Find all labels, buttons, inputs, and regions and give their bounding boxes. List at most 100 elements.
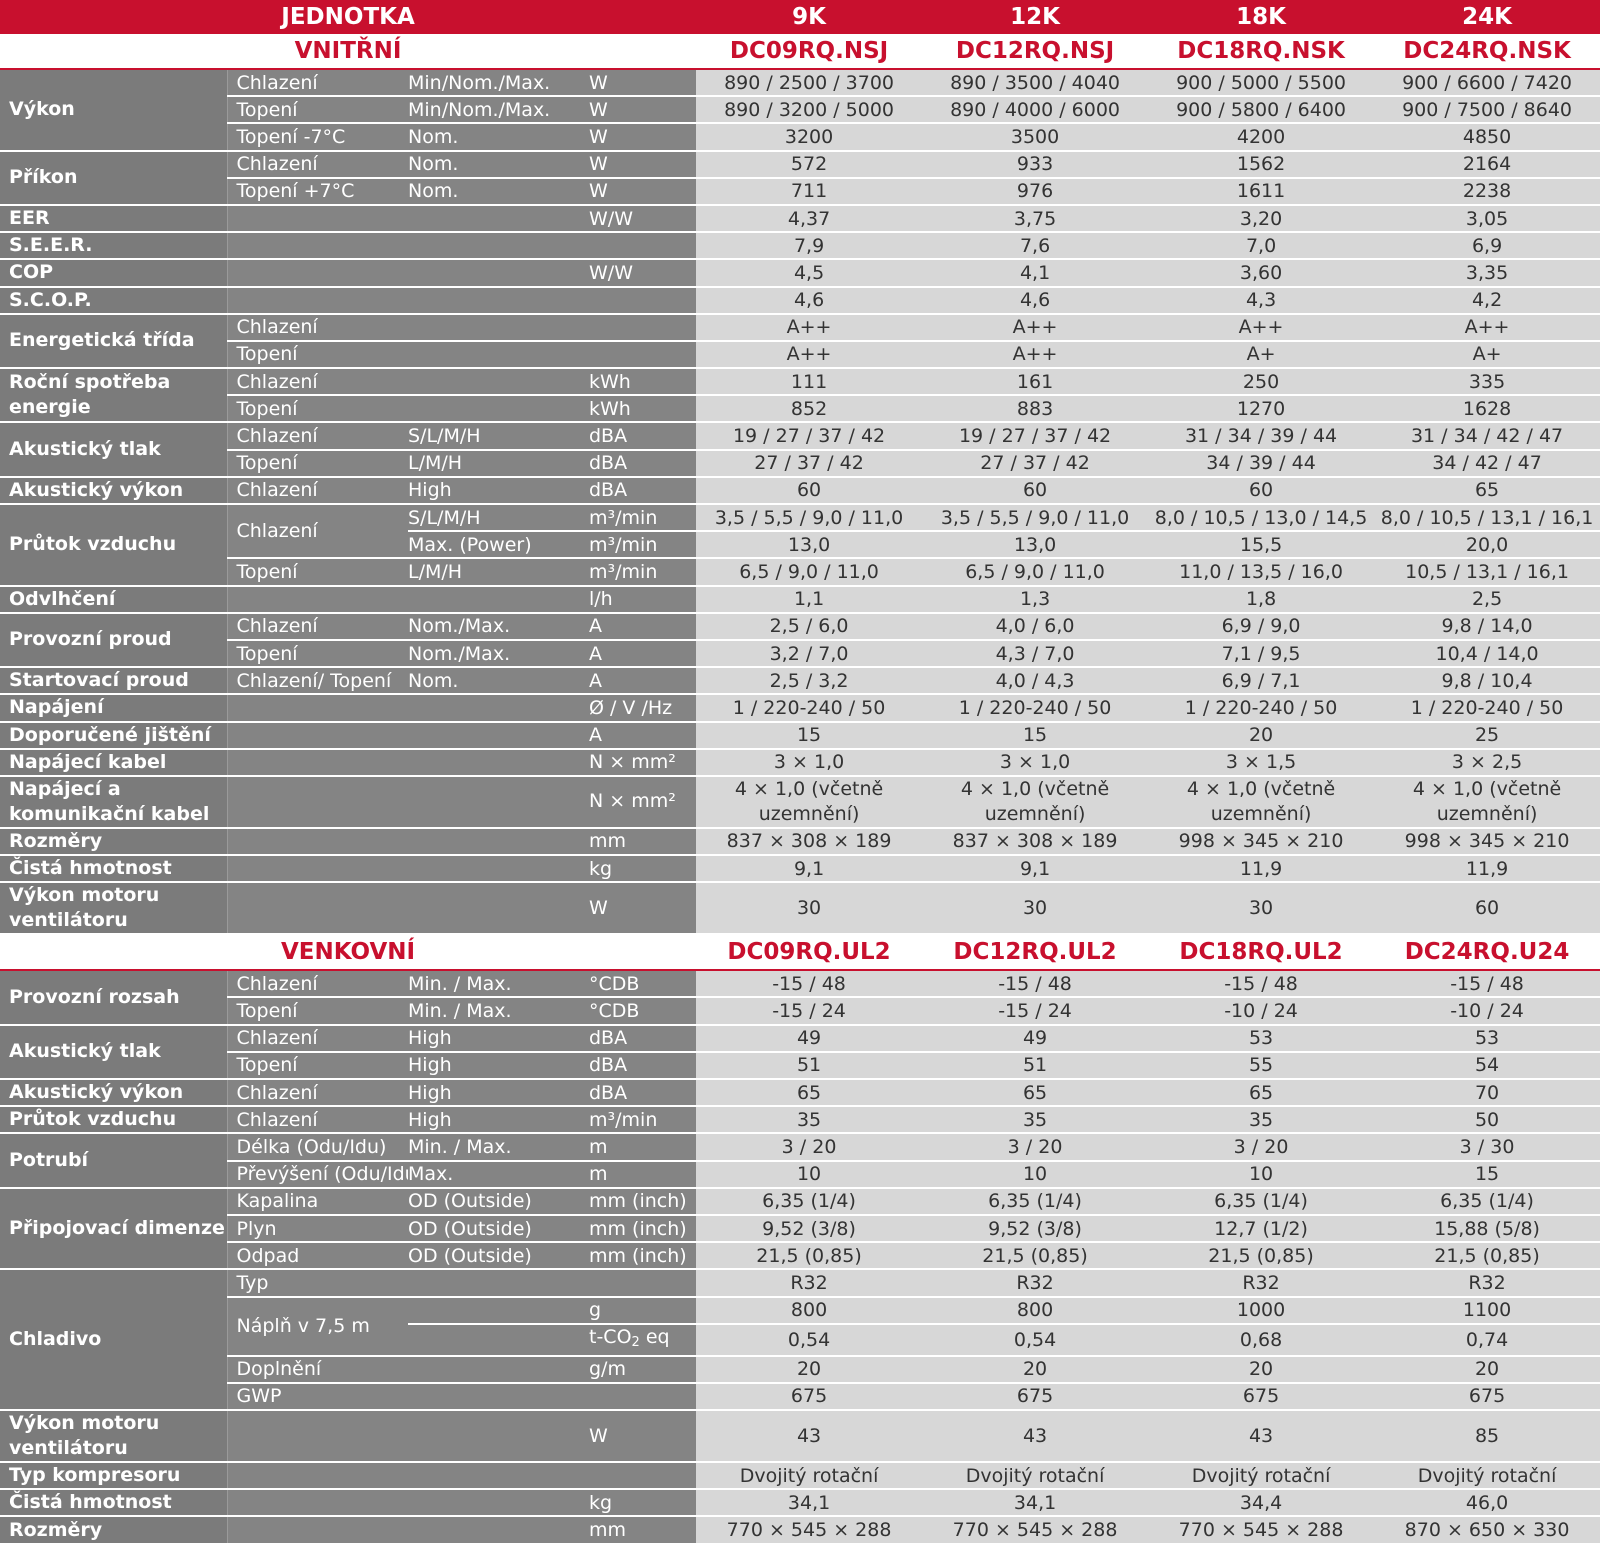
sub-label <box>226 286 589 315</box>
mode-label: High <box>408 1024 589 1053</box>
value-cell: 35 <box>696 1106 923 1135</box>
value-cell: R32 <box>1148 1269 1375 1298</box>
spec-row: EER W/W 4,37 3,75 3,20 3,05 <box>0 204 1600 234</box>
spec-row: Příkon Chlazení Nom. W 572 933 1562 2164 <box>0 150 1600 206</box>
value-cell: -15 / 48 <box>1148 970 1375 999</box>
value-cell: 11,9 <box>1148 855 1375 884</box>
value-cell: 60 <box>1374 882 1600 936</box>
outdoor-section-header: VENKOVNÍ DC09RQ.UL2 DC12RQ.UL2 DC18RQ.UL… <box>0 934 1600 972</box>
value-cell: 4,5 <box>696 259 923 288</box>
row-label: Čistá hmotnost <box>0 1489 227 1518</box>
value-cell: 6,5 / 9,0 / 11,0 <box>696 558 923 587</box>
sub-label: Chlazení <box>226 422 408 451</box>
unit-label: m³/min <box>589 504 697 533</box>
sub-label: Chlazení/ Topení <box>226 667 408 696</box>
unit-label: W <box>589 150 697 179</box>
value-cell: 10 <box>696 1160 923 1189</box>
value-cell: 65 <box>696 1079 923 1108</box>
value-cell: 4200 <box>1148 123 1375 152</box>
unit-label: N × mm² <box>589 748 697 777</box>
value-cell: 976 <box>922 177 1149 206</box>
value-cell: 900 / 7500 / 8640 <box>1374 96 1600 125</box>
value-cell: 49 <box>696 1024 923 1053</box>
value-cell: 1 / 220-240 / 50 <box>922 694 1149 723</box>
row-label: Rozměry <box>0 1516 227 1545</box>
value-cell: 6,5 / 9,0 / 11,0 <box>922 558 1149 587</box>
outdoor-model: DC24RQ.U24 <box>1374 934 1600 972</box>
value-cell: -15 / 24 <box>696 997 923 1026</box>
unit-main: t-CO <box>589 1325 632 1348</box>
sub-label: Chlazení <box>226 476 408 506</box>
row-label: Čistá hmotnost <box>0 855 227 884</box>
sub-label: Délka (Odu/Idu) <box>226 1133 408 1162</box>
unit-label: dBA <box>589 1051 697 1081</box>
value-cell: 998 × 345 × 210 <box>1374 827 1600 857</box>
value-cell: -15 / 48 <box>696 970 923 999</box>
unit-label: dBA <box>589 1024 697 1053</box>
value-cell: 1628 <box>1374 395 1600 424</box>
spec-row: Roční spotřeba energie Chlazení kWh 111 161 2… <box>0 368 1600 424</box>
value-cell: 3 / 20 <box>922 1133 1149 1162</box>
value-cell: 3,2 / 7,0 <box>696 639 923 669</box>
mode-label: Min. / Max. <box>408 970 589 999</box>
spec-row: Převýšení (Odu/Idu) Max. m 10 10 10 15 <box>0 1160 1600 1189</box>
value-cell: 50 <box>1374 1106 1600 1135</box>
spec-row: Topení Nom./Max. A 3,2 / 7,0 4,3 / 7,0 7,1 / … <box>0 639 1600 669</box>
value-cell: 6,35 (1/4) <box>1374 1187 1600 1216</box>
value-cell: 31 / 34 / 42 / 47 <box>1374 422 1600 451</box>
value-cell: 890 / 4000 / 6000 <box>922 96 1149 125</box>
value-cell: 65 <box>1148 1079 1375 1108</box>
spec-row: Topení -7°C Nom. W 3200 3500 4200 4850 <box>0 123 1600 152</box>
unit-label: m <box>589 1160 697 1189</box>
value-cell: 20,0 <box>1374 531 1600 560</box>
spec-row: S.E.E.R. 7,9 7,6 7,0 6,9 <box>0 232 1600 261</box>
value-cell: 837 × 308 × 189 <box>922 827 1149 857</box>
sub-label <box>226 1410 589 1464</box>
value-cell: 2238 <box>1374 177 1600 206</box>
mode-label: High <box>408 476 589 506</box>
value-cell: 0,74 <box>1374 1323 1600 1357</box>
mode-label: Nom. <box>408 177 589 206</box>
value-cell: 8,0 / 10,5 / 13,0 / 14,5 <box>1148 504 1375 533</box>
spec-row: Provozní proud Chlazení Nom./Max. A 2,5 / 6,… <box>0 612 1600 669</box>
sub-label <box>226 1462 589 1491</box>
sub-label: Převýšení (Odu/Idu) <box>226 1160 408 1189</box>
sub-label: Topení <box>226 395 408 424</box>
mode-label: S/L/M/H <box>408 422 589 451</box>
sub-label <box>226 748 589 777</box>
row-label: Průtok vzduchu <box>0 1106 227 1135</box>
value-cell: 15,88 (5/8) <box>1374 1214 1600 1244</box>
mode-label: High <box>408 1106 589 1135</box>
sub-label: Chlazení <box>226 1106 408 1135</box>
value-cell: 9,8 / 10,4 <box>1374 667 1600 696</box>
row-label: Výkon <box>0 69 227 152</box>
value-cell: Dvojitý rotační <box>922 1462 1149 1491</box>
value-cell: 21,5 (0,85) <box>696 1242 923 1271</box>
sub-label: Chlazení <box>226 313 408 342</box>
value-cell: 60 <box>696 476 923 506</box>
value-cell: 111 <box>696 368 923 397</box>
value-cell: 6,35 (1/4) <box>1148 1187 1375 1216</box>
unit-label: mm (inch) <box>589 1242 697 1271</box>
value-cell: 770 × 545 × 288 <box>696 1516 923 1545</box>
value-cell: 1270 <box>1148 395 1375 424</box>
sub-label: Topení <box>226 639 408 669</box>
row-label: Průtok vzduchu <box>0 504 227 587</box>
unit-label <box>589 313 697 342</box>
value-cell: 3,75 <box>922 204 1149 234</box>
value-cell: 4850 <box>1374 123 1600 152</box>
row-label: Provozní proud <box>0 612 227 669</box>
spec-row: Topení High dBA 51 51 55 54 <box>0 1051 1600 1081</box>
value-cell: 10 <box>922 1160 1149 1189</box>
unit-label: m³/min <box>589 531 697 560</box>
value-cell: Dvojitý rotační <box>696 1462 923 1491</box>
mode-label: Nom./Max. <box>408 639 589 669</box>
mode-label: Min. / Max. <box>408 997 589 1026</box>
spec-row: t-CO2 eq 0,54 0,54 0,68 0,74 <box>0 1323 1600 1357</box>
value-cell: R32 <box>696 1269 923 1298</box>
spec-row: Topení L/M/H dBA 27 / 37 / 42 27 / 37 / 42 34… <box>0 449 1600 478</box>
unit-label: °CDB <box>589 997 697 1026</box>
spec-row: Doporučené jištění A 15 15 20 25 <box>0 721 1600 750</box>
capacity-label: 24K <box>1374 0 1600 34</box>
